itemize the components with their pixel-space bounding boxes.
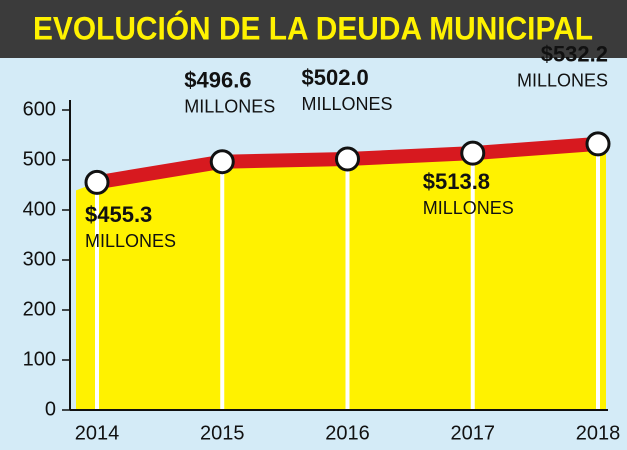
value-unit: MILLONES [184, 96, 275, 116]
x-tick-label: 2016 [325, 422, 370, 444]
value-label: $502.0 [302, 65, 369, 90]
point [460, 140, 486, 166]
value-unit: MILLONES [517, 71, 608, 91]
y-tick-label: 400 [23, 198, 56, 220]
y-tick-label: 500 [23, 148, 56, 170]
point [209, 149, 235, 175]
x-tick-label: 2018 [576, 422, 621, 444]
value-unit: MILLONES [85, 231, 176, 251]
x-tick-label: 2015 [200, 422, 245, 444]
x-tick-label: 2014 [75, 422, 120, 444]
y-tick-label: 0 [45, 398, 56, 420]
title-bar [0, 0, 627, 58]
point [585, 131, 611, 157]
point [335, 146, 360, 172]
value-unit: MILLONES [423, 198, 514, 218]
x-tick-label: 2017 [451, 422, 496, 444]
value-unit: MILLONES [302, 94, 393, 114]
area [76, 141, 606, 410]
y-tick-label: 200 [23, 298, 56, 320]
point [84, 169, 110, 195]
value-label: $513.8 [423, 169, 490, 194]
value-label: $455.3 [85, 202, 152, 227]
y-tick-label: 100 [23, 348, 56, 370]
y-tick-label: 300 [23, 248, 56, 270]
value-label: $532.2 [541, 42, 608, 67]
value-label: $496.6 [184, 68, 251, 93]
chart-title: EVOLUCIÓN DE LA DEUDA MUNICIPAL [33, 10, 593, 46]
y-tick-label: 600 [23, 98, 56, 120]
